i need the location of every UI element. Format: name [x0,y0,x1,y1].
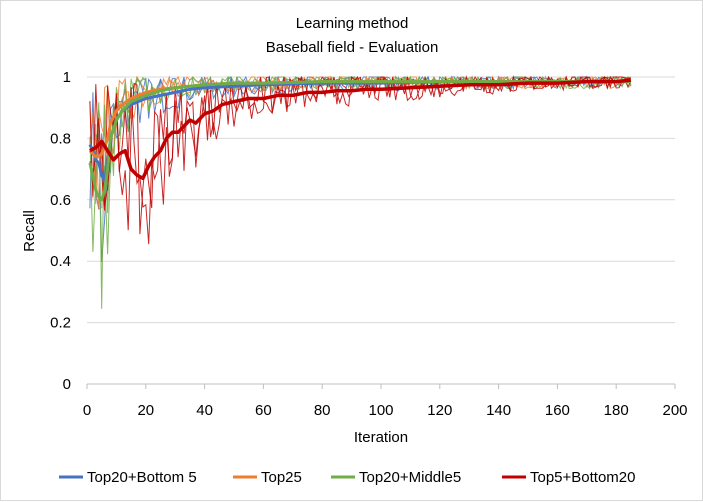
raw-trace [89,75,632,245]
series-line [89,78,632,181]
x-tick-label: 20 [137,402,154,419]
raw-trace [89,75,632,210]
series-lines [88,78,632,202]
y-tick-label: 0.6 [50,192,71,209]
x-tick-label: 140 [486,402,511,419]
raw-trace [89,75,631,235]
x-tick-label: 180 [604,402,629,419]
y-tick-label: 1 [63,69,71,86]
tick-labels: 0 0.2 0.4 0.6 0.8 1 0 20 40 60 80 100 120 140 160 180 20… [50,69,687,419]
x-tick-label: 200 [662,402,687,419]
chart-title-line-1: Learning method [296,15,409,32]
y-tick-label: 0.8 [50,130,71,147]
legend-label: Top25 [261,469,302,486]
chart-title-line-2: Baseball field - Evaluation [266,39,439,56]
y-tick-label: 0.4 [50,253,71,270]
legend-label: Top20+Bottom 5 [87,469,197,486]
x-tick-label: 160 [545,402,570,419]
x-axis-title: Iteration [354,429,408,446]
raw-series-traces [89,75,632,309]
x-tick-label: 40 [196,402,213,419]
x-tick-label: 60 [255,402,272,419]
axes [86,383,676,389]
raw-trace [89,75,632,204]
legend: Top20+Bottom 5 Top25 Top20+Middle5 Top5+Bot… [59,469,636,486]
legend-label: Top5+Bottom20 [530,469,636,486]
x-tick-label: 80 [314,402,331,419]
raw-trace [89,75,632,309]
legend-label: Top20+Middle5 [359,469,461,486]
y-axis-title: Recall [21,210,38,252]
y-tick-label: 0 [63,376,71,393]
x-tick-label: 120 [427,402,452,419]
series-line [88,80,631,202]
gridlines [87,76,675,324]
x-tick-label: 0 [83,402,91,419]
raw-trace [89,75,632,210]
y-tick-label: 0.2 [50,315,71,332]
x-tick-label: 100 [368,402,393,419]
